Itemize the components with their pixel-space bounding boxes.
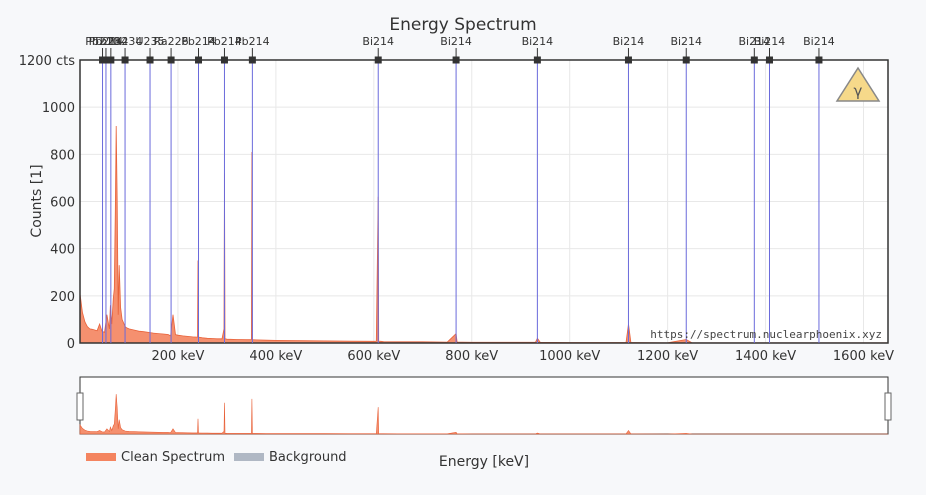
isotope-marker-label: Th234 (107, 35, 143, 48)
range-slider-background (79, 376, 889, 435)
isotope-marker-label: Bi214 (670, 35, 702, 48)
chart-title: Energy Spectrum (389, 15, 536, 35)
isotope-marker-label: Bi214 (362, 35, 394, 48)
legend-label-background: Background (269, 450, 347, 465)
x-tick-label: 600 keV (347, 349, 400, 364)
y-tick-label: 800 (50, 148, 75, 163)
y-tick-label: 400 (50, 243, 75, 258)
isotope-marker-label: Pb214 (207, 35, 242, 48)
isotope-marker-label: Bi214 (440, 35, 472, 48)
logo-text: γ (854, 82, 863, 100)
isotope-marker-label: U235 (136, 35, 165, 48)
isotope-marker-label: Pb214 (181, 35, 216, 48)
x-tick-label: 1600 keV (833, 349, 894, 364)
range-slider[interactable] (76, 376, 892, 435)
y-axis-label: Counts [1] (29, 164, 45, 237)
legend: Clean Spectrum Background (86, 450, 347, 465)
x-tick-label: 400 keV (249, 349, 302, 364)
isotope-marker-label: Bi214 (803, 35, 835, 48)
y-tick-label: 1200 cts (19, 54, 75, 69)
y-tick-label: 600 (50, 196, 75, 211)
y-tick-label: 1000 (42, 101, 75, 116)
legend-swatch-background (234, 453, 264, 461)
watermark-url: https://spectrum.nuclearphoenix.xyz (650, 328, 882, 341)
range-slider-left-handle[interactable] (76, 392, 84, 421)
isotope-marker-label: Bi214 (754, 35, 786, 48)
range-slider-right-handle[interactable] (884, 392, 892, 421)
x-tick-label: 1400 keV (735, 349, 796, 364)
y-tick-label: 0 (67, 337, 75, 352)
x-tick-label: 800 keV (445, 349, 498, 364)
plot-area[interactable]: 0 200 400 600 800 1000 1200 cts 200 keV 400 keV 6… (19, 54, 894, 364)
legend-label-clean-spectrum: Clean Spectrum (121, 450, 225, 465)
legend-swatch-clean-spectrum (86, 453, 116, 461)
x-axis-label: Energy [keV] (439, 454, 529, 470)
plot-border (79, 59, 889, 344)
isotope-markers: Pb210Pb214Th234Th234U235Ra226Pb214Pb214P… (85, 35, 835, 343)
x-tick-label: 1000 keV (539, 349, 600, 364)
y-tick-label: 200 (50, 290, 75, 305)
isotope-marker-label: Pb214 (89, 35, 124, 48)
isotope-marker-label: Pb210 (85, 35, 120, 48)
x-tick-label: 1200 keV (637, 349, 698, 364)
gamma-warning-icon: γ (835, 66, 881, 102)
x-tick-label: 200 keV (151, 349, 204, 364)
isotope-marker-label: Ra226 (154, 35, 189, 48)
isotope-marker-label: Th234 (93, 35, 129, 48)
isotope-marker-label: Pb214 (235, 35, 270, 48)
isotope-marker-label: Bi214 (613, 35, 645, 48)
isotope-marker-label: Bi214 (522, 35, 554, 48)
isotope-marker-label: Bi214 (739, 35, 771, 48)
range-slider-spectrum (79, 394, 888, 435)
